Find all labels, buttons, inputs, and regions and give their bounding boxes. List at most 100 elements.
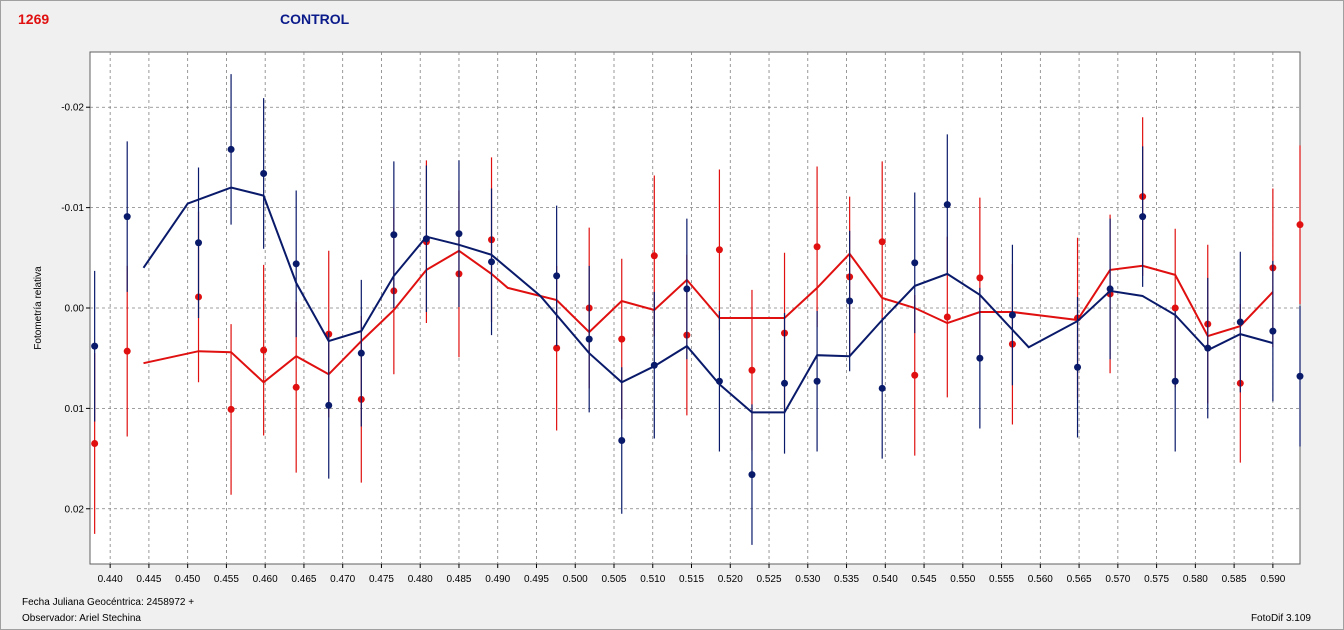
x-tick-label: 0.460 [253, 574, 278, 585]
data-point [1139, 213, 1147, 221]
y-tick-label: 0.01 [65, 404, 85, 415]
x-tick-label: 0.470 [330, 574, 355, 585]
grid-lines [90, 52, 1300, 564]
data-point [650, 252, 658, 260]
x-tick-label: 0.535 [834, 574, 859, 585]
data-point [260, 346, 268, 354]
data-point [260, 169, 268, 177]
x-tick-label: 0.550 [950, 574, 975, 585]
x-tick-label: 0.565 [1067, 574, 1092, 585]
data-point [911, 371, 919, 379]
data-point [585, 335, 593, 343]
data-point [227, 145, 235, 153]
data-point [1171, 377, 1179, 385]
data-point [488, 258, 496, 266]
data-point [715, 377, 723, 385]
data-point [1106, 285, 1114, 293]
data-point [123, 347, 131, 355]
data-point [357, 349, 365, 357]
data-point [91, 440, 99, 448]
data-point [878, 384, 886, 392]
data-point [390, 231, 398, 239]
x-tick-label: 0.525 [757, 574, 782, 585]
x-axis-ticks: 0.440 0.445 0.450 0.455 0.460 0.465 0.470 0.475… [98, 564, 1286, 585]
chart-title: CONTROL [280, 11, 350, 27]
x-tick-label: 0.480 [408, 574, 433, 585]
data-point [813, 243, 821, 251]
x-tick-label: 0.570 [1105, 574, 1130, 585]
data-point [1236, 318, 1244, 326]
data-point [227, 405, 235, 413]
photometry-chart: 0.440 0.445 0.450 0.455 0.460 0.465 0.470 0.475… [33, 51, 1304, 585]
x-tick-label: 0.485 [446, 574, 471, 585]
x-tick-label: 0.440 [98, 574, 123, 585]
data-point [553, 272, 561, 280]
data-point [943, 201, 951, 209]
x-tick-label: 0.540 [873, 574, 898, 585]
x-tick-label: 0.560 [1028, 574, 1053, 585]
data-point [1296, 372, 1304, 380]
data-point [553, 344, 561, 352]
data-point [1204, 344, 1212, 352]
data-point [618, 437, 626, 445]
data-point [1008, 311, 1016, 319]
data-point [781, 379, 789, 387]
data-point [292, 383, 300, 391]
x-tick-label: 0.455 [214, 574, 239, 585]
x-tick-label: 0.575 [1144, 574, 1169, 585]
data-point [195, 239, 203, 247]
y-tick-label: -0.02 [61, 103, 84, 114]
data-point [976, 274, 984, 282]
y-axis-label: Fotometría relativa [33, 266, 44, 350]
x-tick-label: 0.450 [175, 574, 200, 585]
data-point [1269, 327, 1277, 335]
software-version: FotoDif 3.109 [1250, 613, 1311, 624]
data-point [455, 230, 463, 238]
data-point [878, 238, 886, 246]
y-tick-label: 0.00 [65, 304, 85, 315]
x-tick-label: 0.580 [1183, 574, 1208, 585]
data-point [650, 361, 658, 369]
data-point [748, 471, 756, 479]
data-point [813, 377, 821, 385]
data-point [683, 285, 691, 293]
x-tick-label: 0.555 [989, 574, 1014, 585]
x-tick-label: 0.520 [718, 574, 743, 585]
x-tick-label: 0.490 [485, 574, 510, 585]
data-point [91, 342, 99, 350]
julian-date-label: Fecha Juliana Geocéntrica: 2458972 + [22, 597, 195, 608]
y-tick-label: -0.01 [61, 203, 84, 214]
object-id-label: 1269 [18, 11, 50, 27]
y-axis-ticks: -0.02 -0.01 0.00 0.01 0.02 [61, 103, 90, 515]
data-point [292, 260, 300, 268]
x-tick-label: 0.510 [640, 574, 665, 585]
series-1 [91, 74, 1304, 545]
data-point [422, 235, 430, 243]
data-point [943, 313, 951, 321]
x-tick-label: 0.590 [1260, 574, 1285, 585]
x-tick-label: 0.530 [795, 574, 820, 585]
observer-label: Observador: Ariel Stechina [22, 613, 141, 624]
data-point [1171, 304, 1179, 312]
x-tick-label: 0.445 [136, 574, 161, 585]
data-point [618, 335, 626, 343]
data-point [123, 213, 131, 221]
data-point [1296, 221, 1304, 229]
x-tick-label: 0.500 [563, 574, 588, 585]
data-point [715, 246, 723, 254]
x-tick-label: 0.505 [601, 574, 626, 585]
x-tick-label: 0.585 [1222, 574, 1247, 585]
data-point [846, 297, 854, 305]
x-tick-label: 0.465 [291, 574, 316, 585]
x-tick-label: 0.475 [369, 574, 394, 585]
data-point [1074, 363, 1082, 371]
x-tick-label: 0.495 [524, 574, 549, 585]
data-marks [91, 74, 1304, 545]
x-tick-label: 0.515 [679, 574, 704, 585]
y-tick-label: 0.02 [65, 504, 85, 515]
data-point [325, 401, 333, 409]
data-point [748, 366, 756, 374]
x-tick-label: 0.545 [912, 574, 937, 585]
data-point [911, 259, 919, 267]
data-point [976, 354, 984, 362]
